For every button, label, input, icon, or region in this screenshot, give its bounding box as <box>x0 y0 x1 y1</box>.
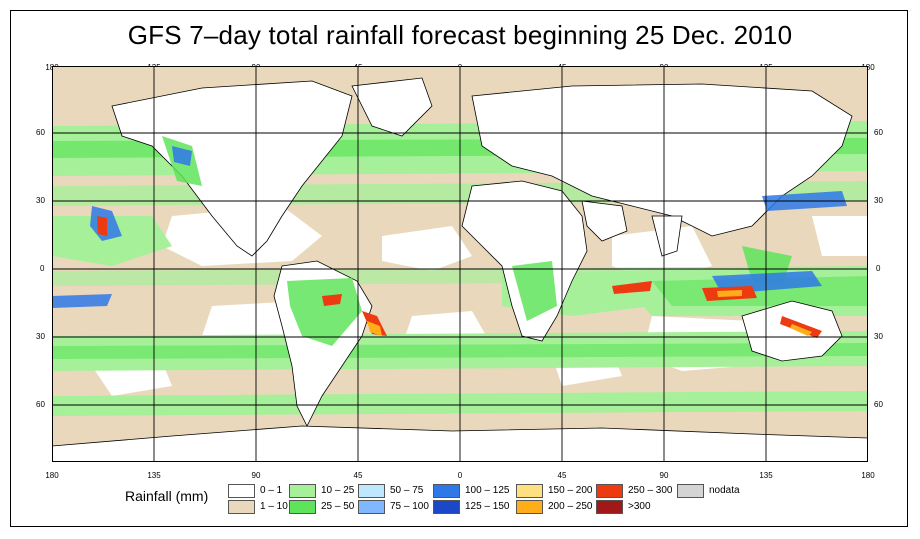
legend-swatch <box>516 500 543 514</box>
legend-label: 25 – 50 <box>321 501 355 512</box>
australia <box>741 300 843 362</box>
india <box>651 215 683 257</box>
rainfall-map <box>52 66 868 462</box>
legend-label: >300 <box>628 501 651 512</box>
lat-tick-right: 30 <box>874 332 883 341</box>
legend-swatch <box>596 500 623 514</box>
lon-tick-bottom: 180 <box>861 471 875 480</box>
lon-tick-bottom: 180 <box>45 471 59 480</box>
lat-tick-left: 30 <box>36 196 45 205</box>
map-title: GFS 7–day total rainfall forecast beginn… <box>127 20 793 50</box>
lon-tick-bottom: 135 <box>759 471 773 480</box>
graticule <box>52 66 868 462</box>
lon-tick-bottom: 135 <box>147 471 161 480</box>
legend-label: 125 – 150 <box>465 501 510 512</box>
arabia <box>581 200 628 242</box>
legend-label: 50 – 75 <box>390 485 424 496</box>
legend-title: Rainfall (mm) <box>125 488 209 504</box>
legend-swatch <box>228 500 255 514</box>
legend-label: 10 – 25 <box>321 485 355 496</box>
lon-tick-bottom: 0 <box>457 471 463 480</box>
map-border <box>52 66 868 462</box>
lon-tick-bottom: 90 <box>251 471 261 480</box>
eurasia <box>471 83 853 237</box>
legend-swatch <box>677 484 704 498</box>
lat-tick-right: 0 <box>876 264 881 273</box>
legend-label: 0 – 1 <box>260 485 283 496</box>
lat-tick-right: 60 <box>874 400 883 409</box>
legend-swatch <box>516 484 543 498</box>
legend-swatch <box>289 484 316 498</box>
lat-tick-right: 60 <box>874 128 883 137</box>
legend-label: 200 – 250 <box>548 501 593 512</box>
lon-tick-top: 180 <box>861 63 875 72</box>
legend-swatch <box>596 484 623 498</box>
legend-swatch <box>433 500 460 514</box>
lat-tick-left: 30 <box>36 332 45 341</box>
legend-swatch <box>433 484 460 498</box>
lat-tick-right: 30 <box>874 196 883 205</box>
legend-label: 150 – 200 <box>548 485 593 496</box>
lat-tick-left: 60 <box>36 400 45 409</box>
lon-tick-bottom: 45 <box>557 471 567 480</box>
very-extreme-rain <box>367 290 812 336</box>
legend-label: 1 – 10 <box>260 501 288 512</box>
legend-swatch <box>358 500 385 514</box>
legend-label: nodata <box>709 485 740 496</box>
legend-label: 250 – 300 <box>628 485 673 496</box>
lat-tick-left: 60 <box>36 128 45 137</box>
greenland <box>351 77 433 137</box>
north-america <box>111 80 353 257</box>
legend-swatch <box>358 484 385 498</box>
legend-swatch <box>289 500 316 514</box>
legend-label: 100 – 125 <box>465 485 510 496</box>
lon-tick-bottom: 90 <box>659 471 669 480</box>
legend-label: 75 – 100 <box>390 501 429 512</box>
legend-swatch <box>228 484 255 498</box>
lon-tick-bottom: 45 <box>353 471 363 480</box>
lat-tick-left: 0 <box>40 264 45 273</box>
